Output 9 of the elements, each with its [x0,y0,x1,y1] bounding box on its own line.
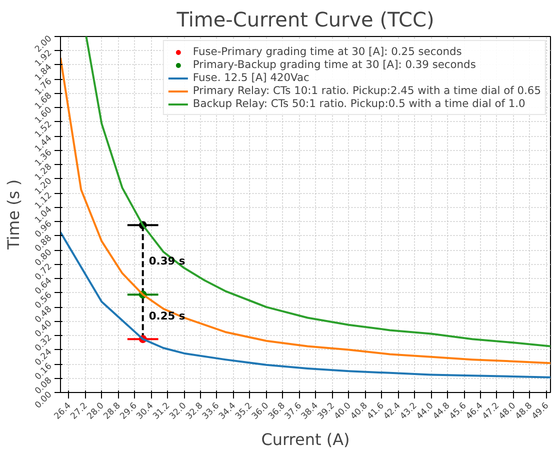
x-axis-title: Current (A) [261,430,350,450]
chart-title: Time-Current Curve (TCC) [176,8,434,32]
legend-label: Primary-Backup grading time at 30 [A]: 0.39 seconds [192,58,476,71]
legend-label: Fuse-Primary grading time at 30 [A]: 0.25 seconds [192,45,462,58]
annotation: 0.39 s [148,254,186,268]
legend-label: Primary Relay: CTs 10:1 ratio. Pickup:2.45 with a time dial of 0.65 [192,84,541,97]
legend-label: Fuse. 12.5 [A] 420Vac [192,71,310,84]
legend-label: Backup Relay: CTs 50:1 ratio. Pickup:0.5 with a time dial of 1.0 [192,97,526,110]
y-axis-title: Time (s ) [4,179,23,251]
